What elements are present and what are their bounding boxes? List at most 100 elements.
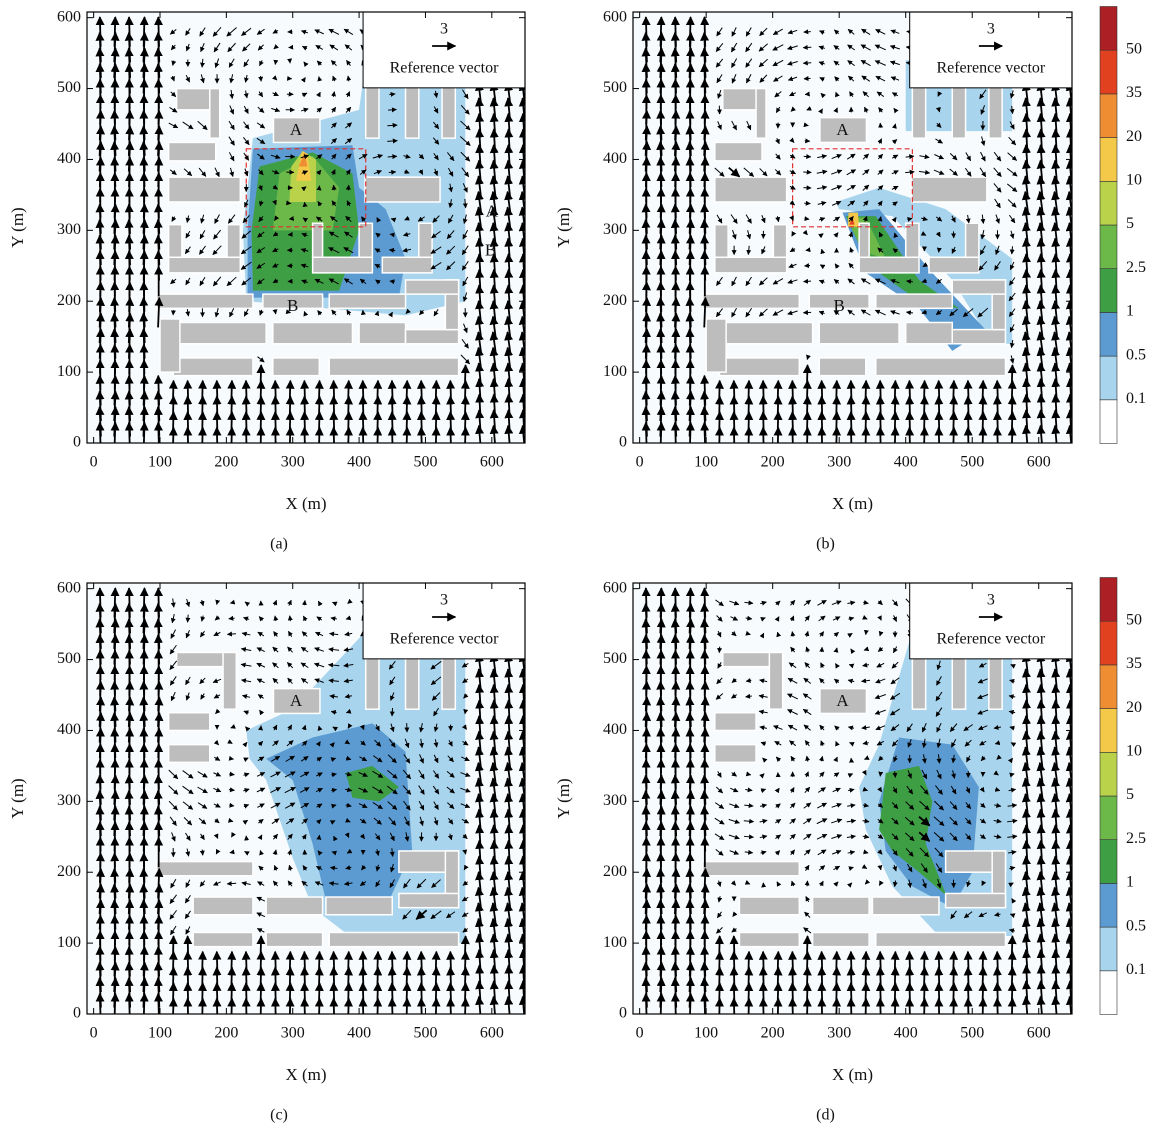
- colorbar-label: 10: [1126, 171, 1142, 188]
- wind-vector: [388, 156, 397, 157]
- building: [715, 142, 762, 160]
- building: [406, 280, 459, 294]
- colorbar-label: 10: [1126, 742, 1142, 759]
- colorbar-swatch: [1100, 94, 1117, 138]
- wind-vector: [158, 376, 159, 406]
- x-tick-label: 600: [480, 1025, 504, 1042]
- colorbar-swatch: [1100, 578, 1117, 622]
- y-tick-label: 600: [603, 8, 627, 25]
- y-tick-label: 500: [603, 650, 627, 667]
- wind-vector: [100, 17, 101, 47]
- colorbar-swatch: [1100, 840, 1117, 884]
- wind-vector: [290, 952, 291, 972]
- wind-vector: [229, 790, 235, 791]
- building: [193, 897, 253, 915]
- reference-label: Reference vector: [390, 59, 499, 76]
- wind-vector: [144, 588, 145, 618]
- x-tick-label: 600: [1027, 454, 1051, 471]
- wind-vector: [1012, 899, 1013, 900]
- building: [366, 652, 379, 709]
- y-tick-label: 0: [73, 434, 81, 451]
- wind-vector: [334, 381, 335, 401]
- wind-vector: [229, 805, 234, 806]
- wind-vector: [866, 381, 867, 401]
- reference-value: 3: [440, 20, 448, 37]
- colorbar-swatch: [1100, 50, 1117, 94]
- wind-vector: [231, 727, 233, 728]
- caption: (d): [816, 1107, 835, 1124]
- x-tick-label: 500: [413, 454, 437, 471]
- building: [406, 81, 419, 138]
- wind-vector: [217, 381, 218, 401]
- building: [169, 225, 182, 258]
- wind-vector: [230, 852, 234, 853]
- wind-vector: [392, 708, 393, 716]
- wind-vector: [661, 588, 662, 618]
- building: [273, 358, 319, 376]
- building: [193, 932, 253, 946]
- wind-vector: [304, 952, 305, 972]
- wind-vector: [202, 952, 203, 972]
- colorbar-label: 1: [1126, 303, 1134, 320]
- wind-vector: [421, 381, 422, 401]
- wind-vector: [231, 743, 232, 744]
- panel: AB3Reference vector010020030040050060001…: [554, 7, 1146, 553]
- wind-vector: [363, 310, 364, 315]
- building: [813, 932, 870, 946]
- colorbar-label: 50: [1126, 611, 1142, 628]
- wind-vector: [158, 17, 159, 47]
- wind-vector: [465, 710, 466, 714]
- y-tick-label: 400: [603, 150, 627, 167]
- x-tick-label: 200: [761, 454, 785, 471]
- wind-vector: [114, 17, 115, 47]
- y-tick-label: 600: [57, 8, 81, 25]
- building: [952, 81, 965, 138]
- wind-vector: [389, 94, 395, 95]
- wind-vector: [983, 381, 984, 401]
- panel: ABAB3Reference vector0100200300400500600…: [8, 8, 525, 552]
- colorbar-label: 20: [1126, 128, 1142, 145]
- x-tick-label: 200: [214, 454, 238, 471]
- wind-vector: [377, 381, 378, 401]
- x-tick-label: 200: [214, 1025, 238, 1042]
- y-axis-label: Y (m): [554, 207, 573, 247]
- building: [952, 280, 1005, 294]
- reference-value: 3: [987, 591, 995, 608]
- x-tick-label: 500: [413, 1025, 437, 1042]
- wind-vector: [188, 615, 189, 623]
- building: [952, 652, 965, 709]
- y-axis-label: Y (m): [8, 778, 27, 818]
- building: [399, 893, 459, 907]
- building: [912, 177, 987, 202]
- colorbar-swatch: [1100, 400, 1117, 444]
- wind-vector: [836, 381, 837, 401]
- wind-vector: [261, 76, 262, 81]
- y-tick-label: 600: [57, 579, 81, 596]
- x-tick-label: 100: [148, 454, 172, 471]
- x-axis-label: X (m): [285, 1065, 326, 1084]
- wind-vector: [202, 850, 203, 856]
- wind-vector: [646, 17, 647, 47]
- reference-value: 3: [440, 591, 448, 608]
- colorbar-label: 5: [1126, 786, 1134, 803]
- colorbar-swatch: [1100, 7, 1117, 51]
- wind-vector: [334, 952, 335, 972]
- caption: (b): [816, 536, 835, 553]
- building: [719, 358, 799, 376]
- y-tick-label: 500: [603, 79, 627, 96]
- reference-label: Reference vector: [936, 630, 1045, 647]
- wind-vector: [275, 311, 276, 314]
- building: [739, 932, 799, 946]
- wind-vector: [348, 836, 349, 837]
- wind-vector: [392, 381, 393, 401]
- wind-vector: [227, 634, 235, 635]
- building: [406, 652, 419, 709]
- building: [169, 745, 210, 763]
- building: [859, 223, 869, 257]
- building: [210, 89, 220, 139]
- wind-vector: [997, 381, 998, 401]
- wind-vector: [690, 588, 691, 618]
- wind-vector: [895, 381, 896, 401]
- colorbar-swatch: [1100, 883, 1117, 927]
- building: [359, 322, 405, 343]
